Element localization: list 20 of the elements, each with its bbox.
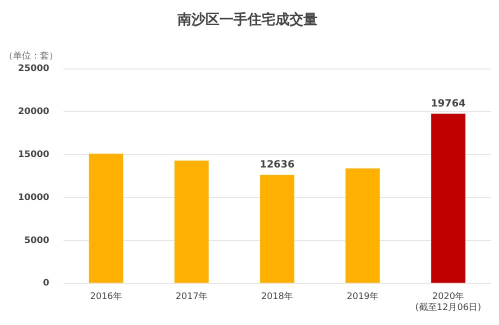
x-tick-label: 2016年 bbox=[90, 291, 122, 302]
y-tick-label: 25000 bbox=[18, 64, 50, 74]
y-tick-label: 15000 bbox=[18, 150, 50, 160]
bar bbox=[346, 168, 380, 283]
bar bbox=[431, 114, 466, 283]
data-label: 19764 bbox=[430, 98, 466, 110]
bar bbox=[260, 174, 294, 283]
y-tick-label: 5000 bbox=[24, 236, 50, 246]
y-axis-title: （单位：套） bbox=[4, 50, 58, 62]
chart-title: 南沙区一手住宅成交量 bbox=[176, 11, 318, 28]
data-label: 12636 bbox=[260, 160, 295, 171]
y-tick-label: 0 bbox=[43, 278, 50, 289]
bar bbox=[88, 154, 124, 283]
y-tick-label: 20000 bbox=[18, 107, 50, 118]
x-tick-label: 2018年 bbox=[261, 291, 294, 302]
x-tick-label: 2019年 bbox=[346, 291, 379, 302]
x-tick-label: 2020年 (截至12月06日) bbox=[415, 291, 482, 313]
bar bbox=[174, 160, 209, 283]
y-tick-label: 10000 bbox=[18, 192, 50, 203]
x-tick-label: 2017年 bbox=[176, 291, 208, 302]
